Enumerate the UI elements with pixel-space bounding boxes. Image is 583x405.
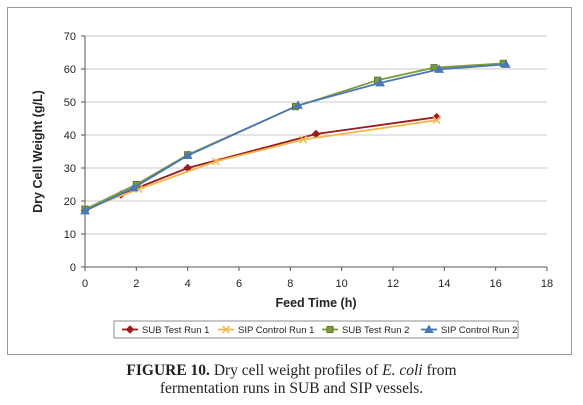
axis-ticks: 0 10 20 30 40 50 60 70 0 2 4 6 8 10 12 14 16 18 — [64, 31, 553, 290]
data-point — [501, 59, 511, 68]
legend-box — [113, 320, 519, 339]
legend-label: SIP Control Run 2 — [441, 325, 517, 336]
y-tick-label: 70 — [64, 31, 76, 43]
y-tick-label: 0 — [70, 262, 76, 274]
y-tick-label: 30 — [64, 163, 76, 175]
data-point — [375, 77, 386, 87]
x-tick-label: 18 — [541, 278, 553, 290]
caption-text-2: from — [422, 362, 457, 379]
y-tick-label: 20 — [64, 196, 76, 208]
data-point — [434, 64, 445, 73]
x-axis-title: Feed Time (h) — [275, 296, 356, 310]
y-tick-label: 40 — [64, 130, 76, 142]
y-tick-label: 60 — [64, 64, 76, 76]
data-point — [128, 182, 139, 192]
legend-label: SUB Test Run 2 — [342, 325, 409, 336]
x-tick-label: 2 — [133, 278, 139, 290]
series-line — [84, 62, 504, 211]
legend-marker — [125, 325, 135, 334]
series-line — [84, 119, 437, 210]
series-1 — [80, 112, 441, 215]
data-point — [299, 135, 308, 144]
legend-item: SUB Test Run 1 — [122, 325, 209, 336]
data-point — [432, 116, 441, 125]
legend-marker — [326, 325, 334, 334]
data-point — [211, 157, 220, 166]
x-tick-label: 0 — [82, 278, 88, 290]
series-line — [84, 116, 437, 212]
legend-item: SIP Control Run 2 — [421, 324, 517, 336]
x-tick-label: 10 — [336, 278, 348, 290]
legend-marker — [222, 325, 230, 334]
caption-text-1: Dry cell weight profiles of — [209, 362, 383, 379]
figure-caption: FIGURE 10. Dry cell weight profiles of E… — [0, 362, 583, 398]
legend-marker — [424, 324, 434, 333]
legend: SUB Test Run 1 SIP Control Run 1 SUB Test … — [113, 320, 519, 339]
x-tick-label: 8 — [287, 278, 293, 290]
data-point — [182, 150, 193, 159]
data-point — [293, 100, 303, 109]
line-chart: 0 10 20 30 40 50 60 70 0 2 4 6 8 10 12 14 16 18 Feed Time… — [31, 31, 553, 339]
series-4 — [80, 59, 511, 215]
gridlines — [85, 35, 547, 235]
x-tick-label: 4 — [185, 278, 191, 290]
y-tick-label: 10 — [64, 229, 76, 241]
x-tick-label: 6 — [236, 278, 242, 290]
chart-frame: 0 10 20 30 40 50 60 70 0 2 4 6 8 10 12 14 16 18 Feed Time… — [7, 7, 572, 355]
legend-item: SUB Test Run 2 — [322, 325, 409, 336]
x-tick-label: 14 — [438, 278, 450, 290]
legend-item: SIP Control Run 1 — [218, 325, 314, 336]
data-point — [80, 205, 90, 215]
caption-label: FIGURE 10. — [126, 362, 210, 379]
caption-organism: E. coli — [382, 362, 423, 379]
series-line — [84, 63, 506, 212]
series-3 — [81, 59, 507, 213]
x-tick-label: 12 — [387, 278, 399, 290]
legend-label: SIP Control Run 1 — [238, 325, 314, 336]
legend-label: SUB Test Run 1 — [142, 325, 209, 336]
series-2 — [81, 116, 441, 213]
x-tick-label: 16 — [490, 278, 502, 290]
series-group — [80, 59, 511, 215]
y-tick-label: 50 — [64, 97, 76, 109]
y-axis-title: Dry Cell Weight (g/L) — [31, 90, 45, 213]
caption-line-2: fermentation runs in SUB and SIP vessels… — [159, 380, 424, 397]
